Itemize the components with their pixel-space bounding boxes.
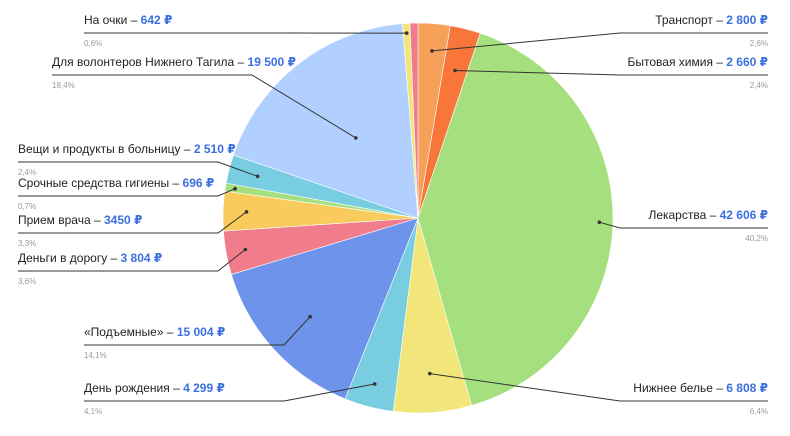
slice-label: День рождения – 4 299 ₽ [84,381,225,395]
slice-percent: 2,4% [18,168,36,177]
leader-line [18,188,236,197]
slice-labels: Транспорт – 2 800 ₽ 2,6% Бытовая химия – 2… [18,13,768,416]
slice-percent: 0,7% [18,202,36,211]
pie-slice [409,22,419,219]
slice-percent: 14,1% [84,351,107,360]
pie-slice [233,23,419,219]
slice-percent: 2,4% [750,81,768,90]
slice-label: Бытовая химия – 2 660 ₽ [628,55,769,69]
slice-label: «Подъемные» – 15 004 ₽ [84,325,225,339]
slice-label: Деньги в дорогу – 3 804 ₽ [18,251,162,265]
leader-dot [244,210,249,214]
leader-dot [243,247,248,252]
leader-dot [354,136,358,140]
leader-dot [233,186,237,191]
leader-line [18,211,247,234]
leader-dot [404,31,409,35]
slice-percent: 3,6% [18,277,36,286]
slice-label: На очки – 642 ₽ [84,13,172,27]
slice-amount: 2 800 ₽ [726,13,768,27]
leader-line [18,249,246,272]
slice-amount: 19 500 ₽ [248,55,296,69]
pie-slice [417,32,614,406]
slice-label: Для волонтеров Нижнего Тагила – 19 500 ₽ [52,55,296,69]
leader-line [18,161,258,177]
slice-amount: 2 510 ₽ [194,142,236,156]
leader-dot [597,220,602,224]
slice-label: Вещи и продукты в больницу – 2 510 ₽ [18,142,236,156]
slice-percent: 3,3% [18,239,36,248]
leader-dot [453,68,457,73]
slice-amount: 696 ₽ [183,176,215,190]
leader-dot [372,382,377,386]
leader-line [84,383,375,402]
slice-percent: 40,2% [745,234,768,243]
slice-amount: 6 808 ₽ [726,381,768,395]
leader-line [454,70,768,76]
leader-dot [255,174,260,179]
leader-line [429,373,768,402]
slice-percent: 4,1% [84,407,102,416]
leader-line [52,74,357,139]
slice-amount: 2 660 ₽ [726,55,768,69]
leader-dot [308,314,312,319]
leader-line [431,32,768,52]
leader-lines [18,31,768,402]
slice-label: Лекарства – 42 606 ₽ [648,208,768,222]
slice-amount: 4 299 ₽ [183,381,225,395]
slice-label: Транспорт – 2 800 ₽ [655,13,768,27]
slice-amount: 642 ₽ [141,13,173,27]
slice-amount: 42 606 ₽ [720,208,768,222]
slice-label: Срочные средства гигиены – 696 ₽ [18,176,214,190]
slice-percent: 2,6% [750,39,768,48]
slice-percent: 6,4% [750,407,768,416]
leader-dot [428,371,432,376]
slice-percent: 0,6% [84,39,102,48]
slice-amount: 3 804 ₽ [121,251,163,265]
pie-slice [230,217,419,400]
leader-line [84,316,311,346]
leader-line [599,221,768,229]
slice-amount: 15 004 ₽ [177,325,225,339]
leader-dot [430,49,434,53]
pie-slices [222,22,614,414]
slice-label: Прием врача – 3450 ₽ [18,213,142,227]
slice-percent: 18,4% [52,81,75,90]
slice-label: Нижнее белье – 6 808 ₽ [633,381,768,395]
slice-amount: 3450 ₽ [104,213,142,227]
